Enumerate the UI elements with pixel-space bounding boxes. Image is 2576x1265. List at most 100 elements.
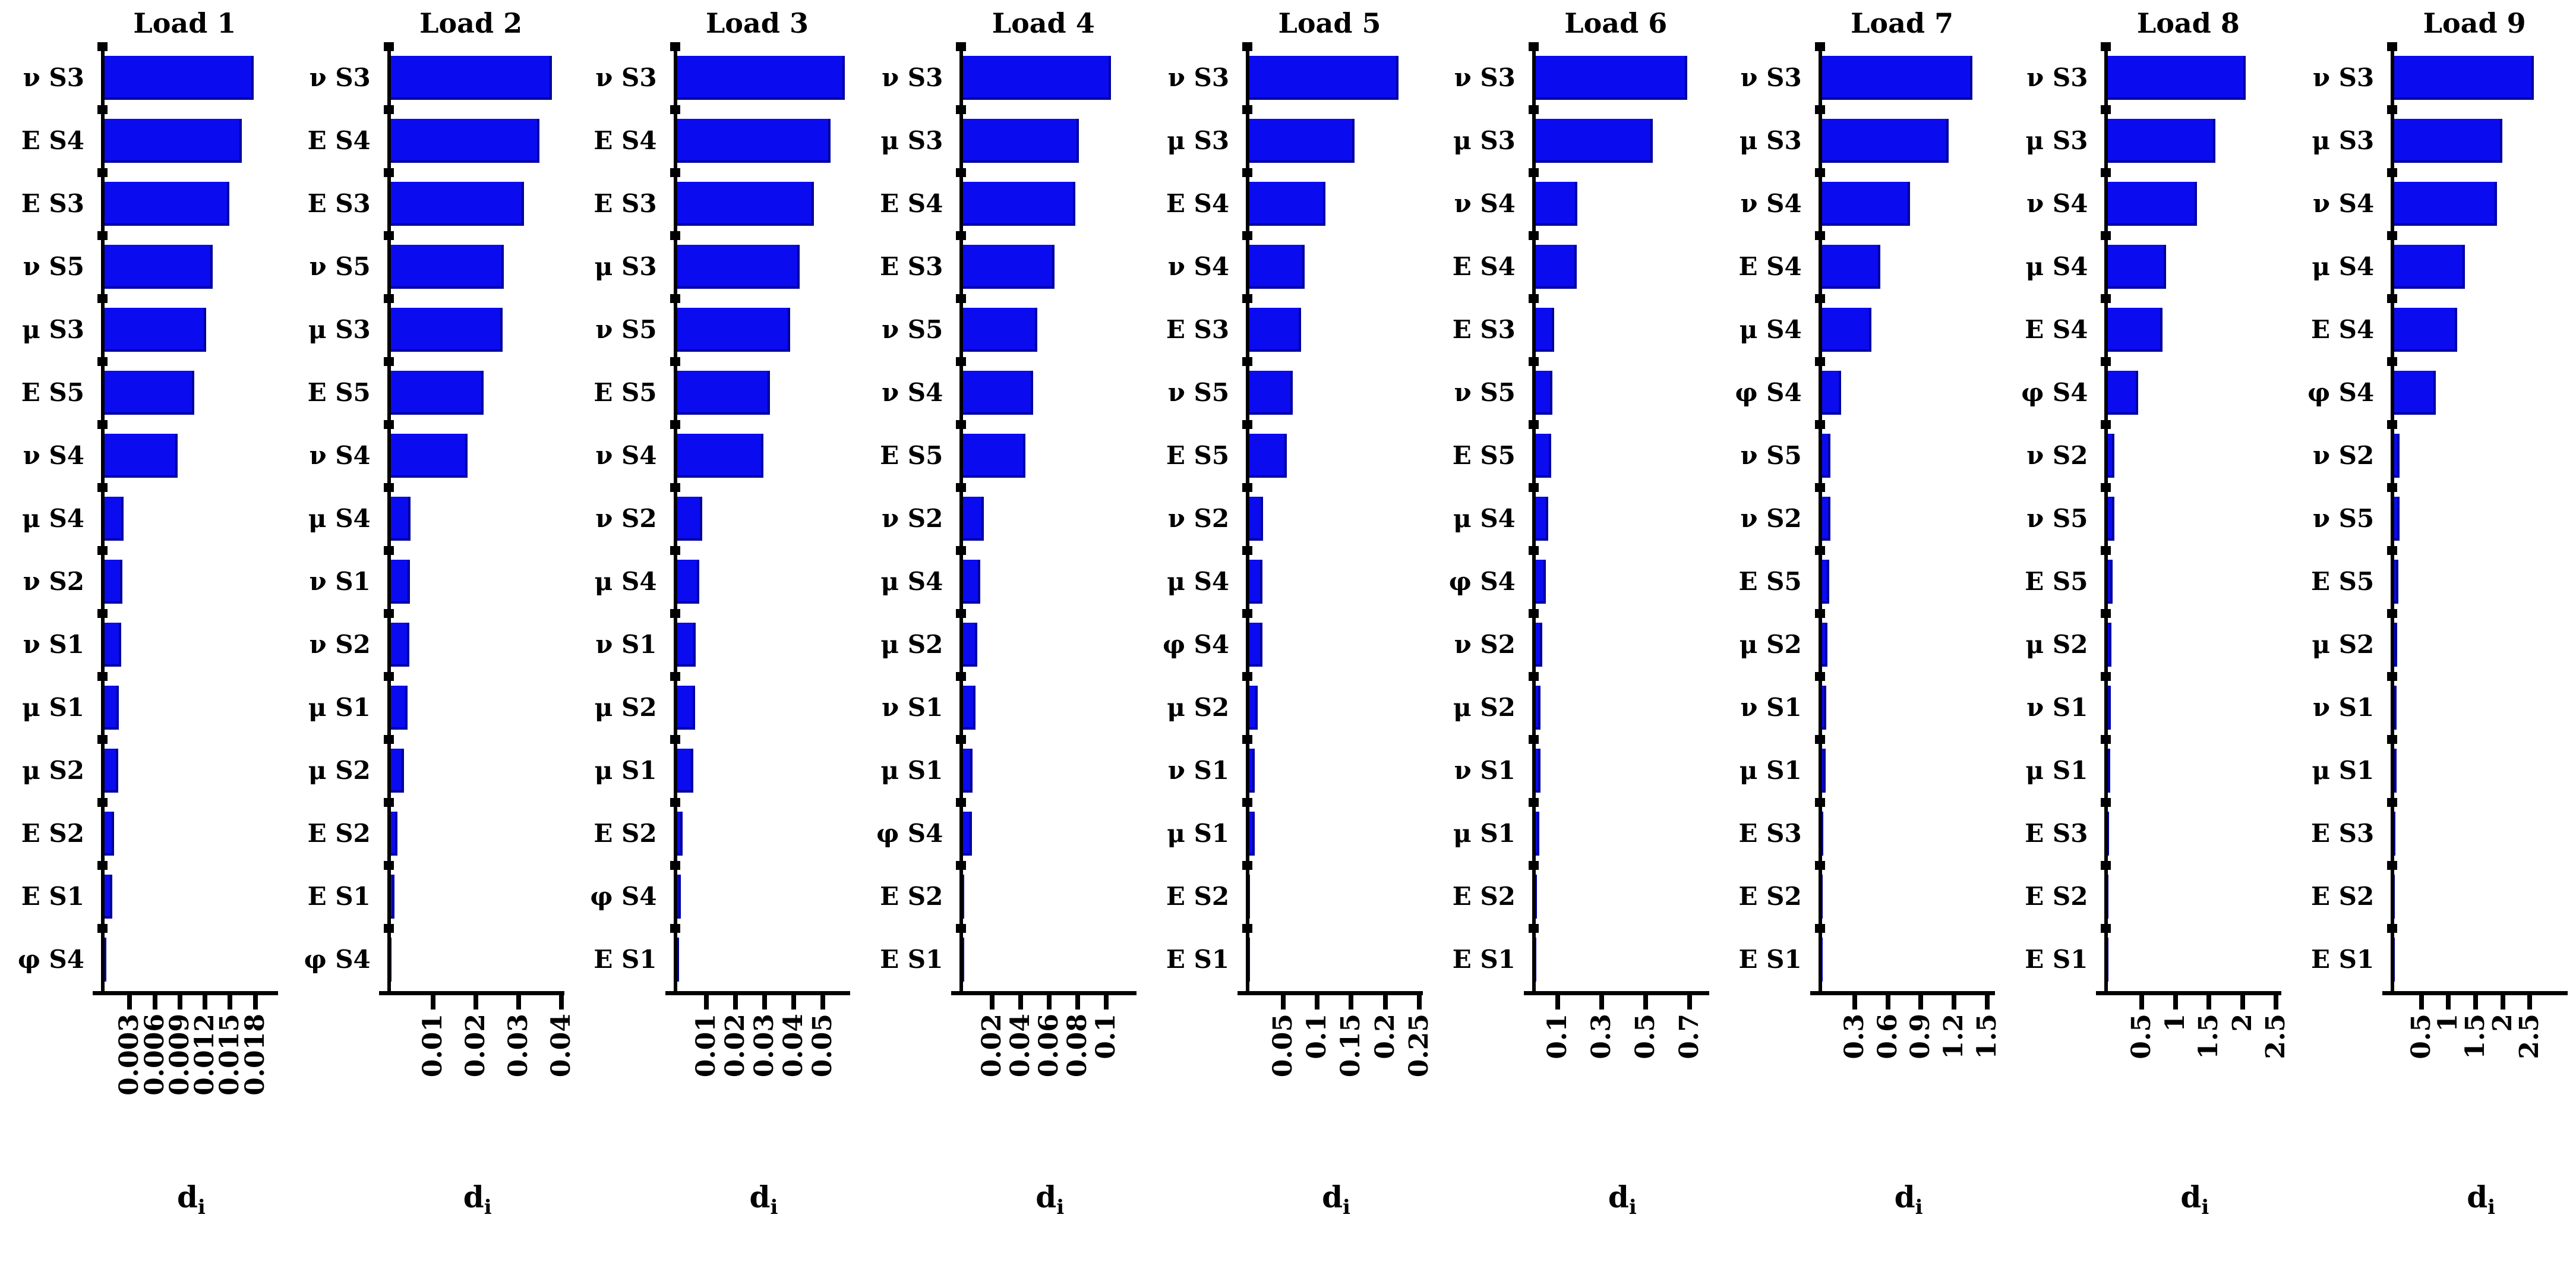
bar: [390, 623, 410, 667]
x-tick-mark: [1984, 995, 1990, 1010]
bar: [677, 434, 764, 478]
y-tick-mark: [383, 357, 394, 366]
category-label: μ S4: [594, 567, 657, 596]
bar: [105, 119, 242, 163]
y-tick-mark: [2387, 861, 2398, 870]
chart-panel-load-3: Load 3 ν S3 E S4 E S3 μ S3 ν S5 E S5 ν S4 ν S2 μ…: [573, 0, 859, 1265]
category-label: μ S1: [22, 693, 84, 722]
x-tick-mark: [558, 995, 564, 1010]
y-tick-mark: [1814, 924, 1825, 933]
bar: [1535, 56, 1687, 100]
category-label: μ S3: [1739, 126, 1802, 155]
y-tick-mark: [2387, 672, 2398, 681]
category-labels: ν S3 E S4 E S3 ν S5 μ S3 E S5 ν S4 μ S4 ν S2 ν S1…: [0, 46, 94, 991]
y-tick-mark: [1528, 924, 1539, 933]
y-tick-mark: [1814, 105, 1825, 114]
y-tick-mark: [670, 483, 680, 492]
x-tick-mark: [1852, 995, 1858, 1010]
x-axis-label-sub: i: [2201, 1195, 2209, 1219]
category-label: E S1: [1738, 945, 1802, 974]
plot-area: [2096, 42, 2282, 1010]
x-axis-label: di: [677, 1179, 851, 1219]
bar: [1249, 560, 1262, 604]
category-label: E S1: [2311, 945, 2375, 974]
y-tick-mark: [383, 294, 394, 303]
category-label: ν S1: [1740, 693, 1802, 722]
bar: [2108, 560, 2113, 604]
category-label: μ S2: [1453, 693, 1516, 722]
category-label: ν S3: [1454, 63, 1516, 92]
x-tick-mark: [1885, 995, 1890, 1010]
category-label: E S1: [1452, 945, 1516, 974]
x-tick-label: 0.04: [1005, 1014, 1036, 1078]
bar: [677, 686, 695, 730]
category-label: ν S4: [1454, 189, 1516, 218]
bar: [963, 434, 1025, 478]
x-tick-label: 0.08: [1062, 1014, 1093, 1078]
x-tick-label: 0.02: [719, 1014, 750, 1078]
bar: [390, 245, 504, 289]
y-tick-mark: [2387, 357, 2398, 366]
x-axis-overhang: [378, 991, 391, 995]
y-tick-mark: [2387, 483, 2398, 492]
category-label: ν S4: [309, 441, 371, 470]
bar: [963, 56, 1111, 100]
category-label: ν S2: [882, 504, 943, 533]
category-label: E S3: [2311, 819, 2375, 848]
y-tick-mark: [1528, 483, 1539, 492]
x-tick-mark: [820, 995, 826, 1010]
chart-panel-load-8: Load 8 ν S3 μ S3 ν S4 μ S4 E S4 φ S4 ν S2 ν S5 E…: [2003, 0, 2291, 1265]
chart-panel-load-6: Load 6 ν S3 μ S3 ν S4 E S4 E S3 ν S5 E S5 μ S4 φ…: [1431, 0, 1718, 1265]
category-label: E S5: [2311, 567, 2375, 596]
x-axis-label-sub: i: [484, 1195, 492, 1219]
y-tick-mark: [670, 42, 680, 51]
bar: [677, 371, 771, 415]
bar: [1821, 497, 1830, 541]
x-tick-mark: [1281, 995, 1286, 1010]
bar: [2394, 182, 2498, 226]
y-tick-mark: [1528, 546, 1539, 555]
y-tick-mark: [1814, 672, 1825, 681]
y-tick-mark: [956, 672, 967, 681]
category-label: E S2: [21, 819, 84, 848]
x-tick-label: 2.5: [2261, 1014, 2291, 1059]
y-tick-mark: [956, 609, 967, 618]
bar: [1821, 623, 1827, 667]
category-label: μ S4: [1453, 504, 1516, 533]
category-label: ν S2: [1740, 504, 1802, 533]
x-tick-label: 0.01: [690, 1014, 721, 1078]
x-axis-overhang: [1238, 991, 1250, 995]
category-label: φ S4: [2307, 378, 2375, 407]
y-tick-mark: [2101, 609, 2111, 618]
plot-area: [93, 42, 278, 1010]
category-label: μ S2: [2025, 630, 2088, 659]
category-label: E S3: [21, 189, 84, 218]
bar: [677, 308, 790, 352]
x-tick-mark: [1687, 995, 1693, 1010]
bar: [1535, 560, 1546, 604]
chart-panel-load-1: Load 1 ν S3 E S4 E S3 ν S5 μ S3 E S5 ν S4 μ S4 ν…: [0, 0, 286, 1265]
category-label: μ S1: [308, 693, 371, 722]
bar: [2108, 182, 2197, 226]
x-tick-label: 0.6: [1872, 1014, 1903, 1059]
category-label: ν S1: [595, 630, 657, 659]
category-label: ν S5: [2312, 504, 2375, 533]
category-label: ν S5: [1454, 378, 1516, 407]
x-tick-label: 1.2: [1938, 1014, 1969, 1059]
category-label: ν S5: [309, 252, 371, 281]
category-labels: ν S3 E S4 E S3 μ S3 ν S5 E S5 ν S4 ν S2 μ S4 ν S1…: [573, 46, 667, 991]
category-label: ν S3: [2026, 63, 2088, 92]
bar: [2108, 56, 2246, 100]
category-label: ν S1: [23, 630, 84, 659]
bar: [2108, 245, 2166, 289]
x-tick-label: 0.018: [239, 1014, 270, 1096]
y-tick-mark: [97, 798, 108, 807]
category-label: ν S3: [882, 63, 943, 92]
category-label: μ S3: [880, 126, 943, 155]
bar: [1249, 371, 1293, 415]
x-tick-label: 0.03: [503, 1014, 533, 1078]
category-label: ν S3: [309, 63, 371, 92]
y-tick-mark: [1242, 357, 1253, 366]
y-tick-mark: [1242, 924, 1253, 933]
bar: [677, 119, 831, 163]
